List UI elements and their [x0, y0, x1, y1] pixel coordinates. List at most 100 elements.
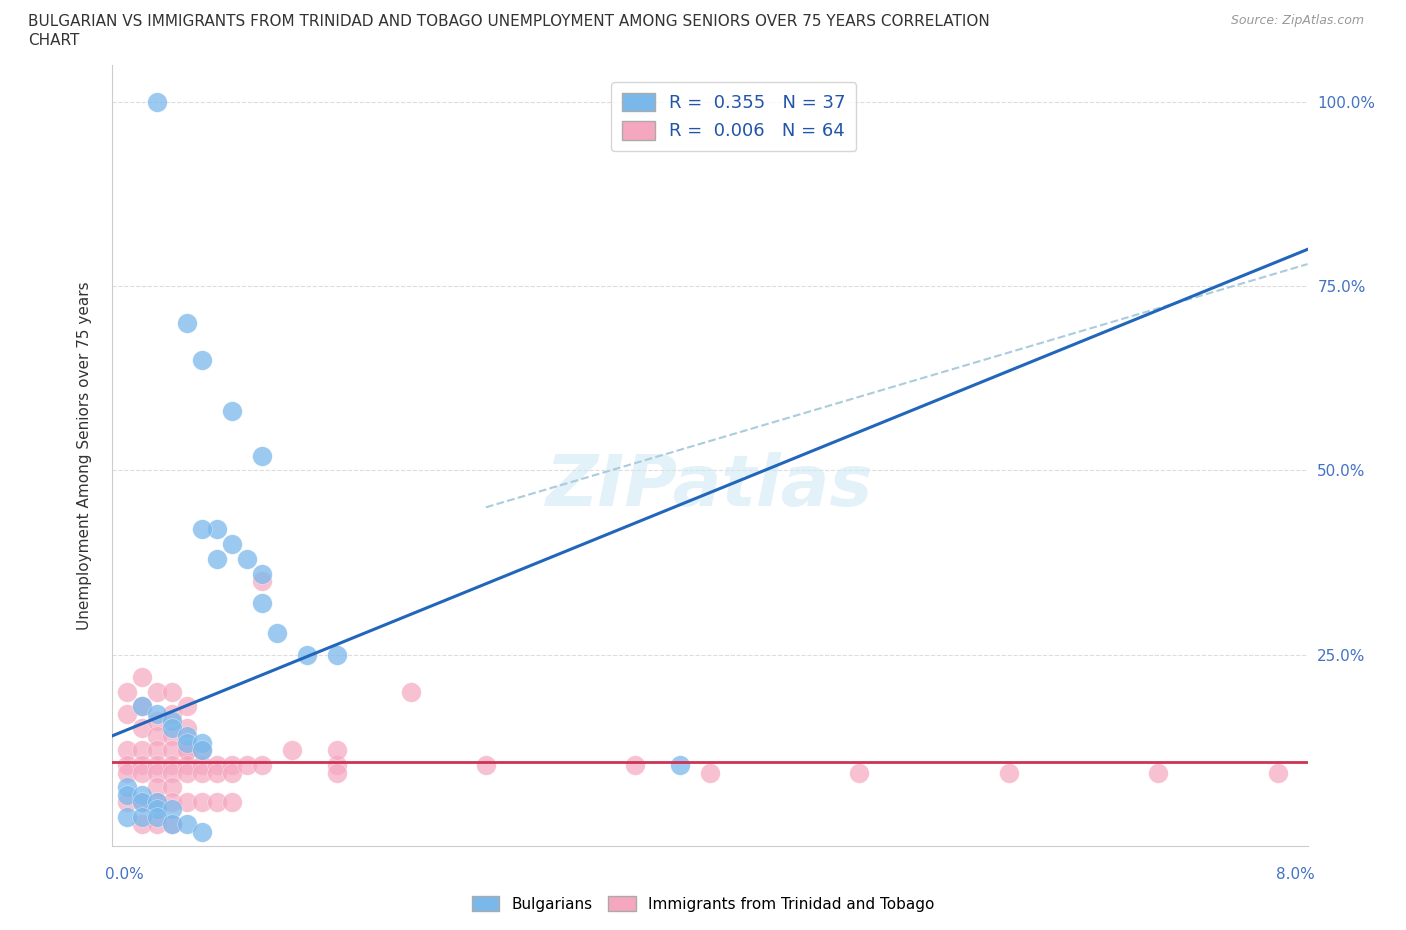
Point: [205, 758, 228, 773]
Point: [176, 817, 198, 831]
Point: [191, 736, 214, 751]
Point: [146, 794, 169, 809]
Point: [162, 817, 183, 831]
Point: [205, 765, 228, 780]
Point: [117, 758, 139, 773]
Point: [162, 728, 183, 743]
Point: [146, 758, 169, 773]
Point: [146, 95, 169, 110]
Point: [176, 721, 198, 736]
Point: [162, 817, 183, 831]
Point: [162, 758, 183, 773]
Point: [236, 758, 259, 773]
Point: [250, 448, 273, 463]
Point: [117, 684, 139, 699]
Point: [998, 765, 1021, 780]
Point: [162, 706, 183, 721]
Point: [250, 595, 273, 610]
Point: [221, 765, 243, 780]
Point: [191, 765, 214, 780]
Legend: R =  0.355   N = 37, R =  0.006   N = 64: R = 0.355 N = 37, R = 0.006 N = 64: [612, 82, 856, 152]
Point: [699, 765, 721, 780]
Point: [191, 352, 214, 367]
Point: [325, 647, 347, 662]
Point: [131, 788, 153, 803]
Text: 8.0%: 8.0%: [1275, 867, 1315, 882]
Text: CHART: CHART: [28, 33, 80, 47]
Text: BULGARIAN VS IMMIGRANTS FROM TRINIDAD AND TOBAGO UNEMPLOYMENT AMONG SENIORS OVER: BULGARIAN VS IMMIGRANTS FROM TRINIDAD AN…: [28, 14, 990, 29]
Point: [176, 698, 198, 713]
Point: [117, 794, 139, 809]
Point: [176, 765, 198, 780]
Point: [1267, 765, 1289, 780]
Point: [325, 765, 347, 780]
Point: [131, 809, 153, 824]
Point: [191, 743, 214, 758]
Point: [221, 794, 243, 809]
Point: [146, 817, 169, 831]
Point: [117, 809, 139, 824]
Point: [669, 758, 692, 773]
Point: [176, 315, 198, 330]
Point: [146, 728, 169, 743]
Point: [191, 758, 214, 773]
Point: [146, 794, 169, 809]
Point: [146, 802, 169, 817]
Point: [117, 743, 139, 758]
Point: [475, 758, 498, 773]
Point: [162, 743, 183, 758]
Point: [162, 713, 183, 728]
Point: [401, 684, 423, 699]
Text: 0.0%: 0.0%: [105, 867, 145, 882]
Point: [221, 404, 243, 418]
Point: [281, 743, 304, 758]
Point: [176, 728, 198, 743]
Point: [162, 684, 183, 699]
Point: [131, 794, 153, 809]
Text: ZIPatlas: ZIPatlas: [547, 453, 873, 522]
Point: [1147, 765, 1170, 780]
Point: [266, 625, 288, 640]
Point: [325, 743, 347, 758]
Point: [162, 794, 183, 809]
Point: [295, 647, 318, 662]
Point: [146, 743, 169, 758]
Point: [221, 758, 243, 773]
Point: [176, 758, 198, 773]
Text: Source: ZipAtlas.com: Source: ZipAtlas.com: [1230, 14, 1364, 27]
Point: [191, 824, 214, 839]
Point: [131, 758, 153, 773]
Point: [191, 794, 214, 809]
Point: [162, 721, 183, 736]
Point: [146, 706, 169, 721]
Point: [250, 566, 273, 581]
Point: [131, 817, 153, 831]
Point: [146, 780, 169, 795]
Point: [131, 670, 153, 684]
Point: [848, 765, 870, 780]
Point: [162, 765, 183, 780]
Point: [117, 765, 139, 780]
Y-axis label: Unemployment Among Seniors over 75 years: Unemployment Among Seniors over 75 years: [77, 282, 91, 630]
Point: [131, 721, 153, 736]
Point: [131, 765, 153, 780]
Point: [146, 713, 169, 728]
Point: [131, 698, 153, 713]
Point: [176, 794, 198, 809]
Point: [117, 788, 139, 803]
Point: [191, 743, 214, 758]
Point: [221, 537, 243, 551]
Point: [250, 574, 273, 589]
Point: [117, 706, 139, 721]
Point: [205, 794, 228, 809]
Point: [176, 743, 198, 758]
Point: [162, 780, 183, 795]
Point: [131, 743, 153, 758]
Point: [146, 684, 169, 699]
Point: [146, 809, 169, 824]
Point: [205, 522, 228, 537]
Point: [176, 736, 198, 751]
Point: [250, 758, 273, 773]
Point: [162, 802, 183, 817]
Point: [236, 551, 259, 566]
